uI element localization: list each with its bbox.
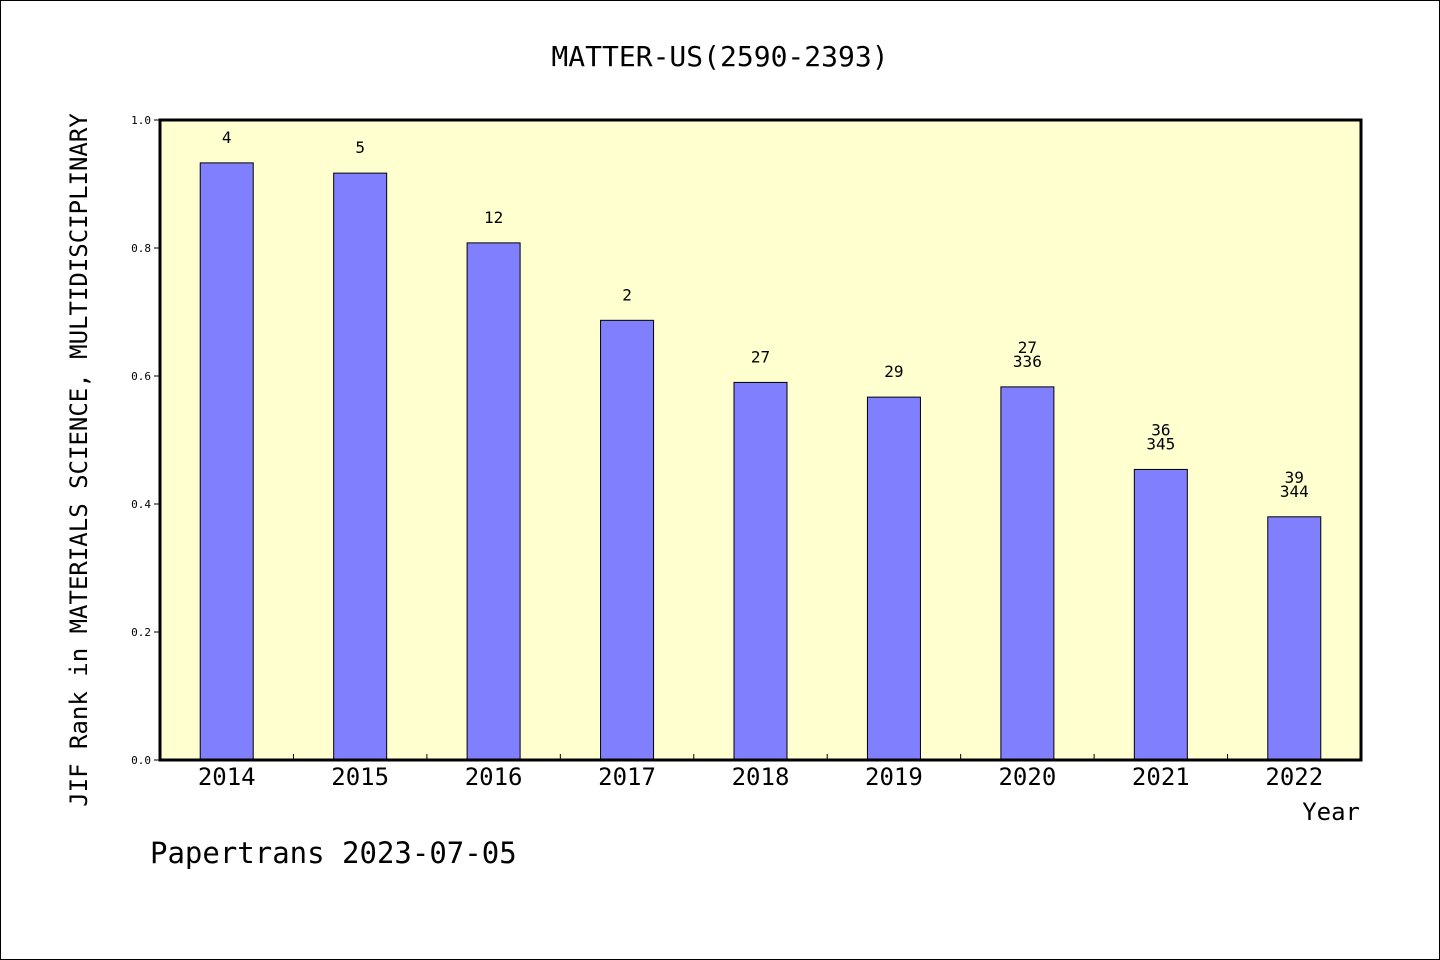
x-tick-label: 2014 bbox=[198, 763, 256, 791]
bar-2017 bbox=[600, 319, 655, 761]
bar-2021 bbox=[1133, 468, 1188, 761]
bar-label-2020: 336 bbox=[1013, 352, 1042, 371]
y-axis-ticks: 0.0 0.2 0.4 0.6 0.8 1.0 bbox=[131, 114, 160, 767]
x-axis-label: Year bbox=[1302, 798, 1360, 826]
plot-border bbox=[158, 118, 1363, 762]
x-tick-label: 2021 bbox=[1132, 763, 1190, 791]
x-tick-label: 2015 bbox=[331, 763, 389, 791]
y-tick-label: 0.2 bbox=[131, 626, 151, 639]
bar-label-2016: 12 bbox=[484, 208, 503, 227]
x-tick-label: 2018 bbox=[732, 763, 790, 791]
x-tick-label: 2019 bbox=[865, 763, 923, 791]
bar-label-2019: 29 bbox=[884, 362, 903, 381]
y-tick-label: 0.6 bbox=[131, 370, 151, 383]
bar-2016 bbox=[466, 242, 521, 761]
y-tick-label: 0.8 bbox=[131, 242, 151, 255]
y-tick-label: 0.4 bbox=[131, 498, 151, 511]
bar-2018 bbox=[733, 381, 788, 761]
bar-2015 bbox=[333, 172, 388, 761]
bar-2019 bbox=[866, 396, 921, 761]
bar-label-2018: 27 bbox=[751, 347, 770, 366]
bar-label-2020: 27 bbox=[1018, 338, 1037, 357]
chart-title: MATTER-US(2590-2393) bbox=[551, 40, 888, 73]
bar-label-2014: 4 bbox=[222, 128, 232, 147]
bars bbox=[199, 162, 1322, 761]
y-tick-label: 0.0 bbox=[131, 754, 151, 767]
x-tick-label: 2016 bbox=[465, 763, 523, 791]
x-axis-ticks: 2014 2015 2016 2017 2018 2019 2020 2021 2022 bbox=[198, 754, 1323, 791]
bar-2022 bbox=[1267, 516, 1322, 761]
bar-label-2021: 345 bbox=[1146, 434, 1175, 453]
y-tick-label: 1.0 bbox=[131, 114, 151, 127]
bar-label-2021: 36 bbox=[1151, 420, 1170, 439]
bar-label-2017: 2 bbox=[622, 285, 632, 304]
bar-label-2022: 39 bbox=[1285, 468, 1304, 487]
y-axis-label: JIF Rank in MATERIALS SCIENCE, MULTIDISC… bbox=[65, 113, 93, 807]
x-tick-label: 2022 bbox=[1265, 763, 1323, 791]
bar-label-2022: 344 bbox=[1280, 482, 1309, 501]
bar-2014 bbox=[199, 162, 254, 761]
x-tick-label: 2020 bbox=[998, 763, 1056, 791]
footer-text: Papertrans 2023-07-05 bbox=[150, 836, 517, 870]
bar-label-2015: 5 bbox=[355, 138, 365, 157]
bar-2020 bbox=[1000, 386, 1055, 761]
x-tick-label: 2017 bbox=[598, 763, 656, 791]
